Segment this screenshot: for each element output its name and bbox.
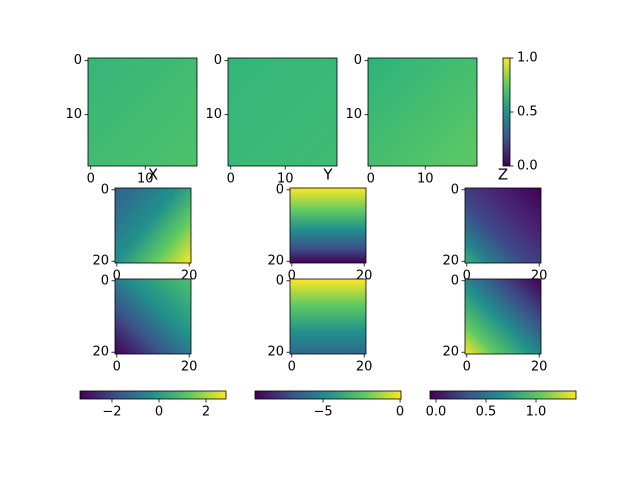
x-tick-label: 0	[288, 269, 296, 284]
image	[115, 188, 191, 263]
colorbar	[430, 391, 576, 399]
image	[290, 188, 366, 263]
axes-frame	[114, 187, 192, 264]
y-tick-label: 0	[214, 53, 222, 68]
y-tick-label: 10	[205, 107, 222, 122]
x-tick-label: 0	[227, 172, 235, 187]
axes-frame	[464, 278, 542, 355]
y-tick-label: 20	[267, 254, 284, 269]
y-tick-label: 10	[65, 107, 82, 122]
x-tick-label: −5	[313, 405, 332, 420]
y-tick-label: 0	[354, 53, 362, 68]
y-tick-label: 20	[267, 345, 284, 360]
y-tick-label: 1.0	[517, 51, 538, 66]
image	[465, 188, 541, 263]
x-tick-label: 0	[113, 360, 121, 375]
x-tick-label: 2	[202, 405, 210, 420]
y-tick-label: 20	[92, 345, 109, 360]
y-tick-label: 0.0	[517, 159, 538, 174]
y-tick-label: 0	[451, 182, 459, 197]
x-tick-label: −2	[102, 405, 121, 420]
image	[88, 58, 197, 166]
colorbar-frame	[254, 390, 402, 400]
colorbar	[80, 391, 226, 399]
image	[228, 58, 337, 166]
x-tick-label: 0	[155, 405, 163, 420]
y-tick-label: 0.5	[517, 105, 538, 120]
y-tick-label: 0	[276, 273, 284, 288]
y-tick-label: 10	[345, 107, 362, 122]
y-tick-label: 20	[92, 254, 109, 269]
y-tick-label: 0	[74, 53, 82, 68]
axes-frame	[289, 278, 367, 355]
colorbar-frame	[429, 390, 577, 400]
y-tick-label: 0	[101, 182, 109, 197]
axes-frame	[227, 57, 338, 167]
x-tick-label: 10	[417, 172, 434, 187]
colorbar	[503, 58, 510, 166]
axes-title: X	[148, 166, 158, 184]
x-tick-label: 0.0	[426, 405, 447, 420]
colorbar-frame	[79, 390, 227, 400]
x-tick-label: 10	[277, 172, 294, 187]
axes-frame	[289, 187, 367, 264]
image	[290, 279, 366, 354]
y-tick-label: 20	[442, 345, 459, 360]
x-tick-label: 0	[87, 172, 95, 187]
x-tick-label: 20	[531, 360, 548, 375]
image	[115, 279, 191, 354]
x-tick-label: 20	[356, 360, 373, 375]
x-tick-label: 10	[137, 172, 154, 187]
x-tick-label: 0	[463, 360, 471, 375]
x-tick-label: 0	[396, 405, 404, 420]
axes-frame	[367, 57, 478, 167]
x-tick-label: 20	[181, 360, 198, 375]
x-tick-label: 0	[463, 269, 471, 284]
x-tick-label: 0	[288, 360, 296, 375]
axes-frame	[87, 57, 198, 167]
colorbar	[255, 391, 401, 399]
y-tick-label: 0	[451, 273, 459, 288]
image	[368, 58, 477, 166]
x-tick-label: 0	[113, 269, 121, 284]
y-tick-label: 0	[276, 182, 284, 197]
y-tick-label: 0	[101, 273, 109, 288]
axes-frame	[464, 187, 542, 264]
axes-frame	[114, 278, 192, 355]
x-tick-label: 0	[367, 172, 375, 187]
image	[465, 279, 541, 354]
axes-title: Y	[322, 166, 333, 184]
y-tick-label: 20	[442, 254, 459, 269]
x-tick-label: 0.5	[476, 405, 497, 420]
x-tick-label: 1.0	[526, 405, 547, 420]
axes-title: Z	[498, 166, 508, 184]
